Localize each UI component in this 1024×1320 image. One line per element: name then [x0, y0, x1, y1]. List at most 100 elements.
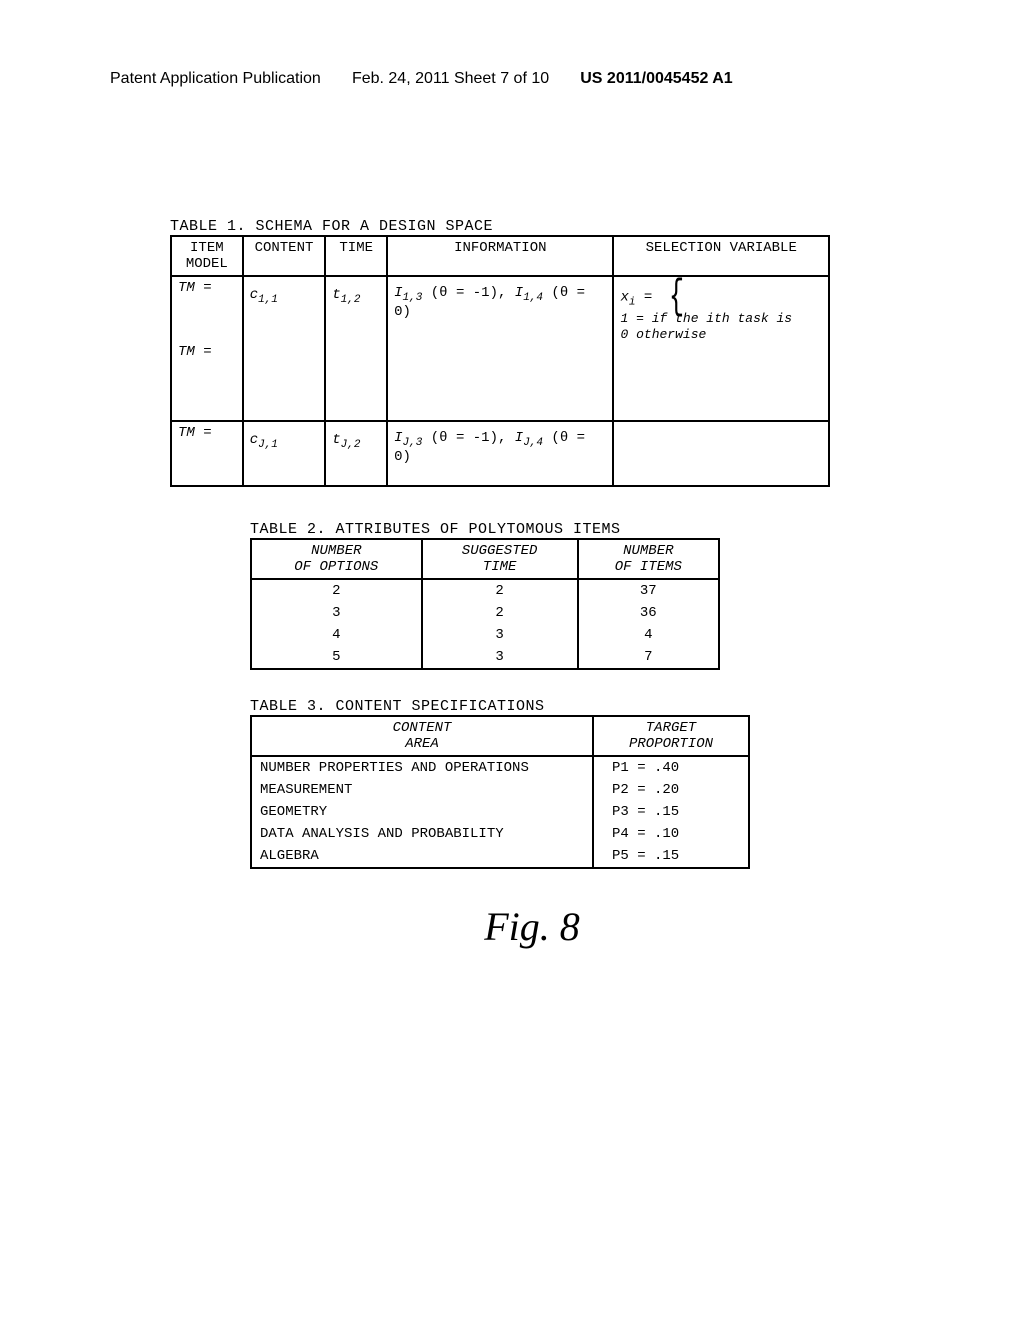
- t1-r1-csub: 1,1: [258, 294, 278, 306]
- t1-row1: TM = TM = c1,1 t1,2 I1,3 (θ = -1), I1,4 …: [171, 276, 829, 421]
- t3-r4c2: P5 = .15: [593, 845, 749, 868]
- t1-r1-info: I1,3 (θ = -1), I1,4 (θ = 0): [387, 276, 613, 421]
- header-left: Patent Application Publication: [110, 70, 321, 87]
- t1-r1-ssub: i: [629, 297, 636, 309]
- t1-r1-sx: x: [620, 290, 628, 306]
- content-area: TABLE 1. SCHEMA FOR A DESIGN SPACE ITEM …: [110, 218, 914, 950]
- t2-r1c1: 3: [251, 602, 422, 624]
- t1-h1: ITEM MODEL: [171, 236, 243, 276]
- t1-r3-i2: I: [515, 430, 523, 446]
- t2-h1b: OF OPTIONS: [294, 559, 378, 575]
- t3-r1: MEASUREMENT P2 = .20: [251, 779, 749, 801]
- t2-r0: 2 2 37: [251, 579, 719, 602]
- t1-h4: INFORMATION: [387, 236, 613, 276]
- header-right: US 2011/0045452 A1: [580, 70, 732, 87]
- t3-r2c1: GEOMETRY: [251, 801, 593, 823]
- t2-r0c3: 37: [578, 579, 719, 602]
- table2: NUMBEROF OPTIONS SUGGESTEDTIME NUMBEROF …: [250, 538, 720, 670]
- t2-h3a: NUMBER: [623, 543, 673, 559]
- t1-r1-i1: I: [394, 285, 402, 301]
- t1-r1-is1: 1,3: [403, 292, 423, 304]
- t1-r1-mb: TM =: [178, 344, 212, 360]
- t1-r3-i1: I: [394, 430, 402, 446]
- t3-r4: ALGEBRA P5 = .15: [251, 845, 749, 868]
- t1-r1-ma: TM =: [178, 280, 212, 296]
- t2-r1: 3 2 36: [251, 602, 719, 624]
- t1-r1-t: t: [332, 287, 340, 303]
- t2-h2a: SUGGESTED: [462, 543, 538, 559]
- t3-r0: NUMBER PROPERTIES AND OPERATIONS P1 = .4…: [251, 756, 749, 779]
- t2-r1c3: 36: [578, 602, 719, 624]
- table1-header-row: ITEM MODEL CONTENT TIME INFORMATION SELE…: [171, 236, 829, 276]
- t1-r1-model: TM = TM =: [171, 276, 243, 421]
- t1-r1-sel: xi = { 1 = if the ith task is 0 otherwis…: [613, 276, 829, 421]
- t3-r3c1: DATA ANALYSIS AND PROBABILITY: [251, 823, 593, 845]
- header-center: Feb. 24, 2011 Sheet 7 of 10: [352, 70, 549, 87]
- t2-r2c1: 4: [251, 624, 422, 646]
- t3-r0c1: NUMBER PROPERTIES AND OPERATIONS: [251, 756, 593, 779]
- t3-h2a: TARGET: [646, 720, 696, 736]
- page: Patent Application Publication Feb. 24, …: [0, 0, 1024, 1320]
- t2-h2: SUGGESTEDTIME: [422, 539, 578, 579]
- t2-r1c2: 2: [422, 602, 578, 624]
- t1-r1-seq: =: [636, 290, 653, 306]
- t2-h3: NUMBEROF ITEMS: [578, 539, 719, 579]
- table3-caption: TABLE 3. CONTENT SPECIFICATIONS: [250, 698, 894, 715]
- t1-r3-is2: J,4: [523, 437, 543, 449]
- t1-h5: SELECTION VARIABLE: [613, 236, 829, 276]
- t3-h1: CONTENTAREA: [251, 716, 593, 756]
- page-header: Patent Application Publication Feb. 24, …: [110, 70, 914, 88]
- t3-r2c2: P3 = .15: [593, 801, 749, 823]
- t2-r2c2: 3: [422, 624, 578, 646]
- t1-r1-is2: 1,4: [523, 292, 543, 304]
- t1-r1-tsub: 1,2: [341, 294, 361, 306]
- t2-h3b: OF ITEMS: [615, 559, 682, 575]
- t1-h1-text: ITEM MODEL: [186, 240, 228, 272]
- t1-h3: TIME: [325, 236, 387, 276]
- t1-r3-sel: [613, 421, 829, 486]
- t3-header: CONTENTAREA TARGETPROPORTION: [251, 716, 749, 756]
- t1-r3-th1: (θ = -1),: [431, 430, 507, 446]
- t1-r3-t: t: [332, 432, 340, 448]
- t1-r1-time: t1,2: [325, 276, 387, 421]
- t2-r3c1: 5: [251, 646, 422, 669]
- t2-r2: 4 3 4: [251, 624, 719, 646]
- t1-r1-sl2: 0 otherwise: [620, 327, 792, 343]
- t1-r3-ts: J,2: [341, 439, 361, 451]
- table1: ITEM MODEL CONTENT TIME INFORMATION SELE…: [170, 235, 830, 487]
- t1-r3-content: cJ,1: [243, 421, 326, 486]
- table2-block: TABLE 2. ATTRIBUTES OF POLYTOMOUS ITEMS …: [170, 521, 894, 670]
- t2-r0c1: 2: [251, 579, 422, 602]
- table3-block: TABLE 3. CONTENT SPECIFICATIONS CONTENTA…: [170, 698, 894, 869]
- t1-r1-th1: (θ = -1),: [431, 285, 507, 301]
- brace-icon: {: [669, 283, 684, 311]
- table3: CONTENTAREA TARGETPROPORTION NUMBER PROP…: [250, 715, 750, 869]
- table2-caption: TABLE 2. ATTRIBUTES OF POLYTOMOUS ITEMS: [250, 521, 894, 538]
- t3-r1c2: P2 = .20: [593, 779, 749, 801]
- t2-r0c2: 2: [422, 579, 578, 602]
- t1-r3-info: IJ,3 (θ = -1), IJ,4 (θ = 0): [387, 421, 613, 486]
- t3-r4c1: ALGEBRA: [251, 845, 593, 868]
- t1-h5-text: SELECTION VARIABLE: [646, 240, 797, 256]
- t1-r1-c: c: [250, 287, 258, 303]
- t1-r3-time: tJ,2: [325, 421, 387, 486]
- t2-header: NUMBEROF OPTIONS SUGGESTEDTIME NUMBEROF …: [251, 539, 719, 579]
- figure-label: Fig. 8: [170, 903, 894, 950]
- t2-r3c2: 3: [422, 646, 578, 669]
- t1-r3-c: c: [250, 432, 258, 448]
- t2-h2b: TIME: [483, 559, 517, 575]
- t2-r3: 5 3 7: [251, 646, 719, 669]
- t1-h2: CONTENT: [243, 236, 326, 276]
- t3-r0c2: P1 = .40: [593, 756, 749, 779]
- t2-r3c3: 7: [578, 646, 719, 669]
- t1-r1-selstack: 1 = if the ith task is 0 otherwise: [620, 311, 792, 343]
- t3-r1c1: MEASUREMENT: [251, 779, 593, 801]
- t3-h1a: CONTENT: [393, 720, 452, 736]
- t3-h2b: PROPORTION: [629, 736, 713, 752]
- t2-h1: NUMBEROF OPTIONS: [251, 539, 422, 579]
- t1-row3: TM = cJ,1 tJ,2 IJ,3 (θ = -1), IJ,4 (θ = …: [171, 421, 829, 486]
- table1-caption: TABLE 1. SCHEMA FOR A DESIGN SPACE: [170, 218, 894, 235]
- t1-r1-sl1: 1 = if the ith task is: [620, 311, 792, 327]
- t3-h1b: AREA: [405, 736, 439, 752]
- t1-r3-is1: J,3: [403, 437, 423, 449]
